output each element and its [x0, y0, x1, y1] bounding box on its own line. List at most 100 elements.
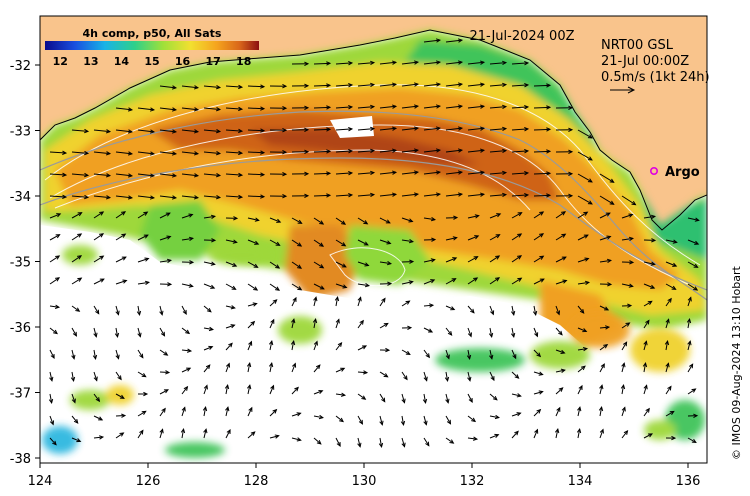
current-arrow: [423, 415, 427, 425]
current-arrow-head: [386, 240, 392, 245]
current-arrow-head: [489, 354, 494, 360]
current-arrow-head: [452, 257, 458, 262]
current-arrow: [247, 217, 259, 221]
current-arrow-head: [180, 428, 186, 434]
current-arrow-head: [127, 173, 134, 178]
current-arrow-head: [275, 286, 281, 291]
current-arrow: [203, 151, 220, 154]
current-arrow-head: [99, 211, 105, 216]
current-arrow-head: [181, 406, 186, 412]
current-arrow-head: [230, 305, 236, 310]
current-arrow: [445, 127, 462, 131]
current-arrow: [335, 217, 346, 225]
current-arrow-head: [318, 414, 324, 420]
current-arrow-head: [93, 332, 98, 338]
current-arrow-head: [252, 302, 258, 307]
current-arrow-head: [210, 214, 217, 220]
current-arrow-head: [413, 82, 420, 87]
current-arrow-head: [401, 398, 406, 404]
current-arrow: [379, 105, 396, 109]
current-arrow-head: [558, 387, 564, 392]
current-arrow-head: [539, 233, 545, 238]
current-arrow-head: [326, 149, 332, 154]
current-arrow-head: [580, 365, 586, 371]
current-arrow-head: [348, 104, 354, 110]
current-arrow-head: [409, 259, 415, 264]
current-arrow-head: [84, 128, 90, 134]
current-arrow: [159, 408, 166, 417]
current-arrow: [225, 283, 236, 290]
current-arrow: [181, 237, 193, 241]
current-arrow-head: [318, 389, 324, 395]
current-arrow: [401, 171, 418, 175]
current-arrow: [313, 194, 331, 197]
current-arrow: [181, 407, 186, 417]
current-arrow: [423, 61, 440, 65]
current-arrow: [313, 283, 325, 290]
current-arrow: [577, 429, 581, 439]
current-arrow: [401, 415, 405, 425]
current-arrow: [401, 437, 406, 447]
current-arrow-head: [546, 83, 552, 88]
current-arrow: [225, 305, 235, 309]
current-arrow-head: [340, 367, 346, 372]
current-arrow-head: [203, 384, 208, 390]
current-arrow: [71, 255, 82, 263]
current-arrow-head: [260, 106, 266, 111]
current-arrow: [401, 300, 410, 307]
current-arrow: [115, 107, 132, 111]
current-arrow-head: [225, 362, 231, 368]
current-arrow: [225, 385, 229, 395]
current-arrow: [137, 281, 149, 285]
current-arrow: [49, 393, 53, 403]
current-arrow-head: [650, 284, 656, 289]
current-arrow: [555, 429, 559, 439]
current-arrow: [203, 429, 207, 439]
current-arrow-head: [447, 331, 453, 336]
current-arrow-head: [211, 238, 217, 243]
current-arrow-head: [297, 286, 303, 291]
current-arrow-head: [672, 239, 678, 244]
current-arrow-head: [643, 340, 648, 346]
current-arrow-head: [348, 148, 354, 154]
current-arrow: [379, 323, 389, 329]
current-arrow-head: [340, 392, 347, 397]
current-arrow: [137, 430, 144, 439]
current-arrow: [93, 233, 104, 241]
current-arrow: [269, 217, 281, 223]
current-arrow: [181, 107, 198, 111]
current-arrow: [137, 234, 149, 241]
current-arrow: [467, 349, 471, 359]
current-arrow: [115, 349, 120, 359]
current-arrow-head: [182, 309, 187, 315]
current-arrow-head: [452, 236, 458, 241]
current-arrow-head: [160, 331, 166, 337]
current-arrow-head: [667, 297, 672, 303]
current-arrow: [423, 127, 440, 131]
current-arrow-head: [250, 320, 256, 326]
current-arrow: [665, 363, 669, 373]
current-arrow: [159, 305, 163, 315]
current-arrow-head: [186, 367, 192, 372]
current-arrow: [533, 371, 543, 376]
current-arrow-head: [76, 438, 82, 443]
current-arrow: [335, 437, 341, 447]
current-arrow-head: [691, 388, 697, 393]
current-arrow-head: [159, 428, 164, 434]
contours: [44, 84, 701, 287]
x-tick-label: 136: [676, 474, 701, 489]
current-arrow-head: [425, 441, 430, 447]
current-arrow: [533, 233, 544, 241]
current-arrow-head: [188, 213, 194, 218]
current-arrow-head: [105, 173, 112, 178]
current-arrow: [687, 388, 696, 395]
current-arrow: [379, 217, 391, 224]
current-arrow: [159, 85, 176, 89]
current-arrow-head: [473, 277, 479, 282]
current-arrow: [489, 150, 506, 153]
current-arrow: [445, 393, 449, 403]
current-arrow-head: [517, 277, 523, 282]
current-arrow: [269, 341, 273, 351]
current-source-label: NRT00 GSL: [601, 38, 674, 53]
colorbar-scale: [45, 41, 259, 50]
